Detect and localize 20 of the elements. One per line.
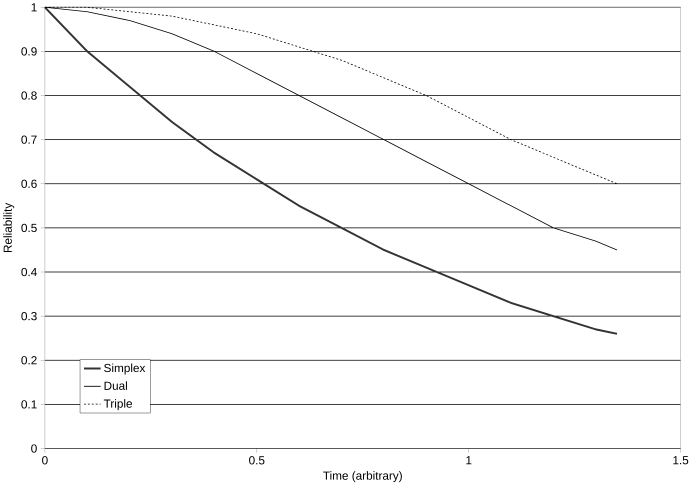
x-axis-title: Time (arbitrary) <box>323 470 402 482</box>
y-tick-label: 0.3 <box>21 312 37 320</box>
x-tick-label: 0 <box>42 456 48 464</box>
y-tick-label: 0.1 <box>21 400 37 408</box>
y-tick-label: 0.8 <box>21 91 37 100</box>
y-tick-label: 0.6 <box>21 179 37 188</box>
y-tick-label: 0.4 <box>21 268 37 276</box>
y-tick-label: 0.7 <box>21 135 37 144</box>
y-tick-label: 1 <box>32 3 37 12</box>
legend-label: Simplex <box>104 363 146 374</box>
y-tick-label: 0.2 <box>21 356 37 364</box>
y-tick-label: 0 <box>31 444 37 452</box>
x-tick-label: 0.5 <box>249 456 264 464</box>
legend-label: Dual <box>104 381 127 390</box>
y-tick-label: 0.9 <box>21 47 37 56</box>
x-tick-label: 1.5 <box>673 456 688 464</box>
x-tick-label: 1 <box>466 456 472 464</box>
y-tick-label: 0.5 <box>21 224 37 232</box>
legend-label: Triple <box>104 398 132 410</box>
y-axis-title: Reliability <box>3 202 14 252</box>
